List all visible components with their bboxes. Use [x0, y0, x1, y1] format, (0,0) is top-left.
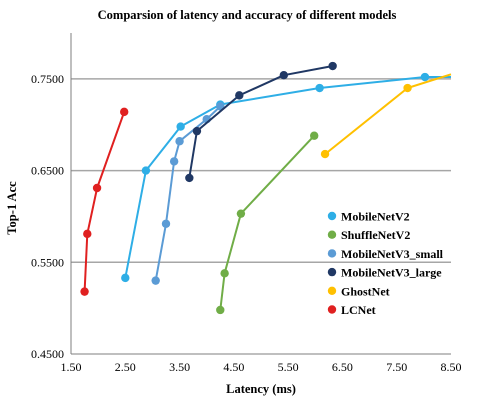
- y-axis-label: Top-1 Acc: [5, 181, 19, 235]
- series-lcnet: [80, 107, 129, 296]
- legend-label: LCNet: [341, 303, 376, 317]
- series-ghostnet: [320, 73, 452, 159]
- legend-item-shufflenetv2: ShuffleNetV2: [327, 228, 410, 242]
- legend-label: GhostNet: [341, 284, 390, 298]
- legend-marker: [327, 249, 337, 258]
- series-shufflenetv2: [216, 131, 319, 315]
- data-point-mobilenetv2: [420, 72, 430, 82]
- data-point-shufflenetv2: [220, 269, 229, 278]
- x-tick-label: 2.50: [115, 360, 136, 374]
- data-point-mobilenetv3-large: [328, 61, 337, 71]
- legend-label: ShuffleNetV2: [341, 228, 410, 242]
- data-point-shufflenetv2: [310, 131, 319, 140]
- y-tick-label: 0.5500: [31, 255, 64, 269]
- x-tick-label: 4.50: [223, 360, 244, 374]
- y-tick-label: 0.7500: [31, 72, 64, 86]
- data-point-mobilenetv3-large: [279, 70, 288, 80]
- data-point-shufflenetv2: [216, 305, 225, 315]
- data-point-mobilenetv3-small: [169, 157, 179, 166]
- series-mobilenetv3-small: [151, 102, 225, 285]
- data-point-mobilenetv2: [121, 273, 130, 283]
- legend-marker: [327, 267, 337, 277]
- legend-label: MobileNetV3_large: [341, 266, 442, 280]
- x-tick-label: 1.50: [61, 360, 82, 374]
- series-group: [80, 61, 452, 315]
- legend-label: MobileNetV3_small: [341, 247, 444, 261]
- series-line-lcnet: [83, 111, 126, 292]
- data-point-ghostnet: [403, 83, 412, 93]
- legend: MobileNetV2 ShuffleNetV2 MobileNetV3_small…: [327, 210, 444, 317]
- data-point-mobilenetv2: [141, 166, 151, 175]
- grid-lines: [71, 78, 451, 264]
- legend-item-mobilenetv2: MobileNetV2: [327, 210, 410, 224]
- x-tick-label: 3.50: [169, 360, 190, 374]
- data-point-mobilenetv2: [315, 83, 324, 93]
- legend-item-ghostnet: GhostNet: [327, 284, 390, 298]
- x-tick-label: 5.50: [278, 360, 299, 374]
- legend-marker: [327, 305, 337, 314]
- x-tick-label: 7.50: [386, 360, 407, 374]
- x-tick-label: 8.50: [441, 360, 462, 374]
- data-point-mobilenetv2: [176, 122, 185, 131]
- series-line-mobilenetv3-small: [154, 105, 221, 281]
- y-tick-label: 0.4500: [31, 347, 64, 361]
- data-point-ghostnet: [320, 149, 330, 159]
- x-tick-label: 6.50: [332, 360, 353, 374]
- legend-marker: [327, 211, 337, 221]
- series-line-mobilenetv3-large: [188, 65, 333, 179]
- chart-title: Comparsion of latency and accuracy of di…: [98, 8, 397, 22]
- legend-item-mobilenetv3-large: MobileNetV3_large: [327, 266, 442, 280]
- legend-item-lcnet: LCNet: [327, 303, 376, 317]
- legend-item-mobilenetv3-small: MobileNetV3_small: [327, 247, 444, 261]
- series-mobilenetv3-large: [185, 61, 337, 183]
- data-point-mobilenetv3-large: [192, 126, 202, 136]
- series-line-shufflenetv2: [219, 135, 315, 311]
- data-point-mobilenetv3-small: [151, 276, 160, 285]
- y-tick-label: 0.6500: [31, 164, 64, 178]
- data-point-mobilenetv3-large: [185, 173, 194, 183]
- legend-marker: [327, 230, 337, 239]
- data-point-mobilenetv3-small: [175, 137, 184, 146]
- data-point-mobilenetv3-large: [235, 91, 244, 100]
- data-point-shufflenetv2: [236, 209, 246, 218]
- legend-label: MobileNetV2: [341, 210, 410, 224]
- x-axis-label: Latency (ms): [226, 382, 296, 396]
- data-point-lcnet: [80, 287, 89, 296]
- data-point-mobilenetv3-small: [161, 219, 171, 228]
- data-point-lcnet: [83, 229, 92, 239]
- legend-marker: [327, 286, 337, 295]
- data-point-lcnet: [120, 107, 129, 117]
- data-point-lcnet: [92, 183, 102, 193]
- axes: 1.50 2.50 3.50 4.50 5.50 6.50 7.50 8.50 0.4500 0.…: [31, 33, 462, 374]
